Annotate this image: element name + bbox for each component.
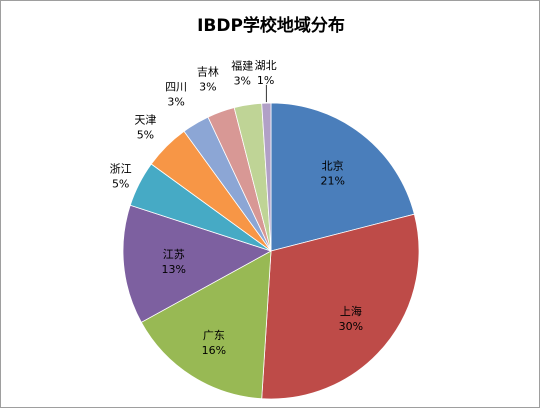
slice-category-label: 吉林 xyxy=(197,65,219,79)
slice-percent-label: 1% xyxy=(257,74,274,87)
slice-percent-label: 3% xyxy=(234,75,251,88)
slice-category-label: 广东 xyxy=(203,329,225,342)
pie-slice-1 xyxy=(270,102,415,252)
slice-percent-label: 13% xyxy=(162,263,186,276)
slice-category-label: 湖北 xyxy=(255,59,277,72)
slice-category-label: 天津 xyxy=(134,113,156,126)
slice-labels: 北京 21% 上海 30% 广东 16% 江苏 13% 浙江 5% 天津 5% 四川 3% 吉林 3% 福建 3%… xyxy=(110,59,363,357)
pie-slice-2 xyxy=(261,213,420,400)
slice-category-label: 浙江 xyxy=(110,162,132,175)
slice-percent-label: 21% xyxy=(320,174,344,187)
slice-percent-label: 3% xyxy=(199,81,216,94)
slice-percent-label: 3% xyxy=(167,95,184,108)
slice-percent-label: 30% xyxy=(339,320,363,333)
slice-category-label: 江苏 xyxy=(163,248,185,261)
slice-percent-label: 5% xyxy=(137,128,154,141)
pie-slice-3 xyxy=(140,250,272,400)
slice-category-label: 上海 xyxy=(340,304,362,318)
chart-title: IBDP学校地域分布 xyxy=(197,15,345,36)
slice-category-label: 北京 xyxy=(322,158,344,172)
slice-category-label: 福建 xyxy=(231,59,253,73)
slice-percent-label: 16% xyxy=(202,344,226,357)
pie-slice-4 xyxy=(122,204,273,323)
slice-percent-label: 5% xyxy=(112,177,129,190)
pie-slices xyxy=(122,102,420,400)
slice-category-label: 四川 xyxy=(165,80,187,93)
pie-slice-10 xyxy=(261,102,272,252)
